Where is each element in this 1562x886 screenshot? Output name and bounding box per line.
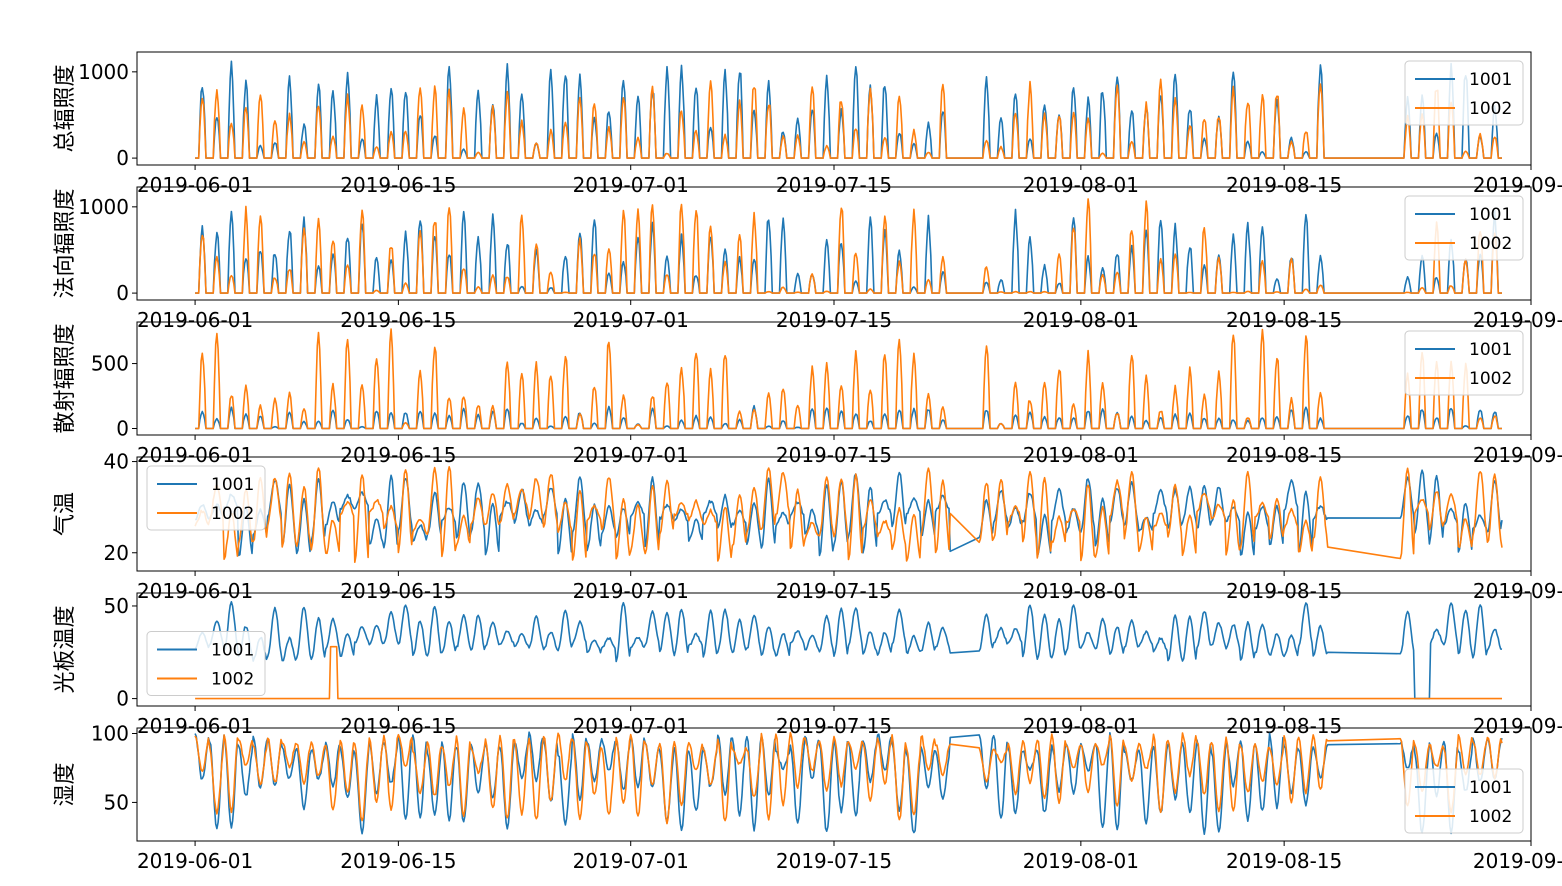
y-tick-label: 0	[116, 146, 129, 170]
series-line-1001	[195, 208, 1502, 294]
x-tick-label: 2019-06-15	[340, 579, 456, 603]
x-tick-label: 2019-06-15	[340, 849, 456, 873]
x-tick-label: 2019-07-01	[573, 173, 689, 197]
x-tick-label: 2019-07-15	[776, 579, 892, 603]
legend-label-1002: 1002	[1469, 99, 1512, 119]
series-line-1002	[194, 731, 1503, 825]
legend: 1001 1002	[1404, 768, 1524, 834]
x-tick-label: 2019-07-15	[776, 714, 892, 738]
y-axis-title: 法向辐照度	[53, 188, 78, 298]
x-tick-label: 2019-08-15	[1226, 173, 1342, 197]
x-tick-label: 2019-07-15	[776, 173, 892, 197]
panel-3: 0 500 2019-06-01 2019-06-15 2019-07-01 2019-0…	[53, 321, 1562, 467]
legend-label-1001: 1001	[1469, 205, 1512, 225]
x-tick-label: 2019-07-15	[776, 849, 892, 873]
series-line-1001	[195, 60, 1502, 159]
x-tick-label: 2019-07-01	[573, 849, 689, 873]
y-tick-label: 1000	[78, 60, 129, 84]
x-tick-label: 2019-09-01	[1473, 714, 1562, 738]
legend: 1001 1002	[146, 631, 266, 696]
legend-label-1001: 1001	[211, 475, 254, 495]
panel-1: 0 1000 2019-06-01 2019-06-15 2019-07-01 2019-…	[53, 51, 1562, 197]
x-tick-label: 2019-08-15	[1226, 579, 1342, 603]
x-tick-label: 2019-06-01	[137, 579, 253, 603]
x-tick-label: 2019-09-01	[1473, 173, 1562, 197]
series-line-1001	[195, 469, 1503, 558]
legend-label-1002: 1002	[211, 504, 254, 524]
y-axis-title: 湿度	[53, 762, 78, 806]
x-tick-label: 2019-08-15	[1226, 443, 1342, 467]
legend: 1001 1002	[146, 465, 266, 531]
y-axis-title: 光板温度	[53, 605, 78, 693]
x-tick-label: 2019-07-15	[776, 308, 892, 332]
x-tick-label: 2019-07-01	[573, 308, 689, 332]
series-line-1002	[195, 78, 1502, 159]
x-tick-label: 2019-07-01	[573, 443, 689, 467]
series-line-1001	[194, 731, 1503, 835]
x-tick-label: 2019-06-01	[137, 443, 253, 467]
legend-label-1002: 1002	[1469, 369, 1512, 389]
x-tick-label: 2019-06-01	[137, 308, 253, 332]
x-tick-label: 2019-08-01	[1023, 173, 1139, 197]
x-tick-label: 2019-06-01	[137, 849, 253, 873]
series-line-1002	[195, 645, 1502, 700]
series-line-1002	[195, 328, 1502, 430]
panel-4: 20 40 2019-06-01 2019-06-15 2019-07-01 2019-0…	[53, 450, 1562, 603]
legend: 1001 1002	[1404, 60, 1524, 126]
y-axis-title: 散射辐照度	[53, 323, 78, 433]
panel-6: 50 100 2019-06-01 2019-06-15 2019-07-01 2019-…	[53, 722, 1562, 873]
legend-label-1001: 1001	[1469, 778, 1512, 798]
series-line-1001	[195, 404, 1502, 430]
legend: 1001 1002	[1404, 195, 1524, 261]
x-tick-label: 2019-08-15	[1226, 308, 1342, 332]
x-tick-label: 2019-06-15	[340, 443, 456, 467]
legend-label-1002: 1002	[211, 670, 254, 690]
y-tick-label: 0	[116, 281, 129, 305]
y-tick-label: 50	[104, 594, 129, 618]
x-tick-label: 2019-06-15	[340, 173, 456, 197]
panel-2: 0 1000 2019-06-01 2019-06-15 2019-07-01 2019-…	[53, 186, 1562, 332]
x-tick-label: 2019-07-01	[573, 579, 689, 603]
legend-label-1002: 1002	[1469, 807, 1512, 827]
legend-label-1001: 1001	[211, 641, 254, 661]
x-tick-label: 2019-07-15	[776, 443, 892, 467]
x-tick-label: 2019-08-01	[1023, 308, 1139, 332]
x-tick-label: 2019-09-01	[1473, 443, 1562, 467]
axes-frame	[136, 592, 1532, 707]
series-line-1002	[195, 198, 1502, 294]
x-tick-label: 2019-09-01	[1473, 579, 1562, 603]
y-axis-title: 总辐照度	[53, 64, 78, 152]
x-tick-label: 2019-08-15	[1226, 714, 1342, 738]
legend: 1001 1002	[1404, 330, 1524, 396]
x-tick-label: 2019-06-15	[340, 308, 456, 332]
x-tick-label: 2019-08-01	[1023, 579, 1139, 603]
x-tick-label: 2019-06-01	[137, 173, 253, 197]
legend-label-1001: 1001	[1469, 340, 1512, 360]
y-tick-label: 0	[116, 687, 129, 711]
y-tick-label: 1000	[78, 195, 129, 219]
x-tick-label: 2019-09-01	[1473, 308, 1562, 332]
series-line-1001	[194, 601, 1503, 700]
y-tick-label: 40	[104, 450, 129, 474]
y-tick-label: 50	[104, 790, 129, 814]
y-axis-title: 气温	[53, 492, 78, 536]
axes-frame	[136, 456, 1532, 572]
y-tick-label: 20	[104, 541, 129, 565]
x-tick-label: 2019-08-01	[1023, 849, 1139, 873]
y-tick-label: 0	[116, 417, 129, 441]
series-line-1002	[194, 466, 1503, 563]
x-tick-label: 2019-08-01	[1023, 714, 1139, 738]
legend-label-1002: 1002	[1469, 234, 1512, 254]
x-tick-label: 2019-08-15	[1226, 849, 1342, 873]
y-tick-label: 100	[91, 722, 129, 746]
legend-label-1001: 1001	[1469, 70, 1512, 90]
x-tick-label: 2019-09-01	[1473, 849, 1562, 873]
y-tick-label: 500	[91, 352, 129, 376]
x-tick-label: 2019-08-01	[1023, 443, 1139, 467]
